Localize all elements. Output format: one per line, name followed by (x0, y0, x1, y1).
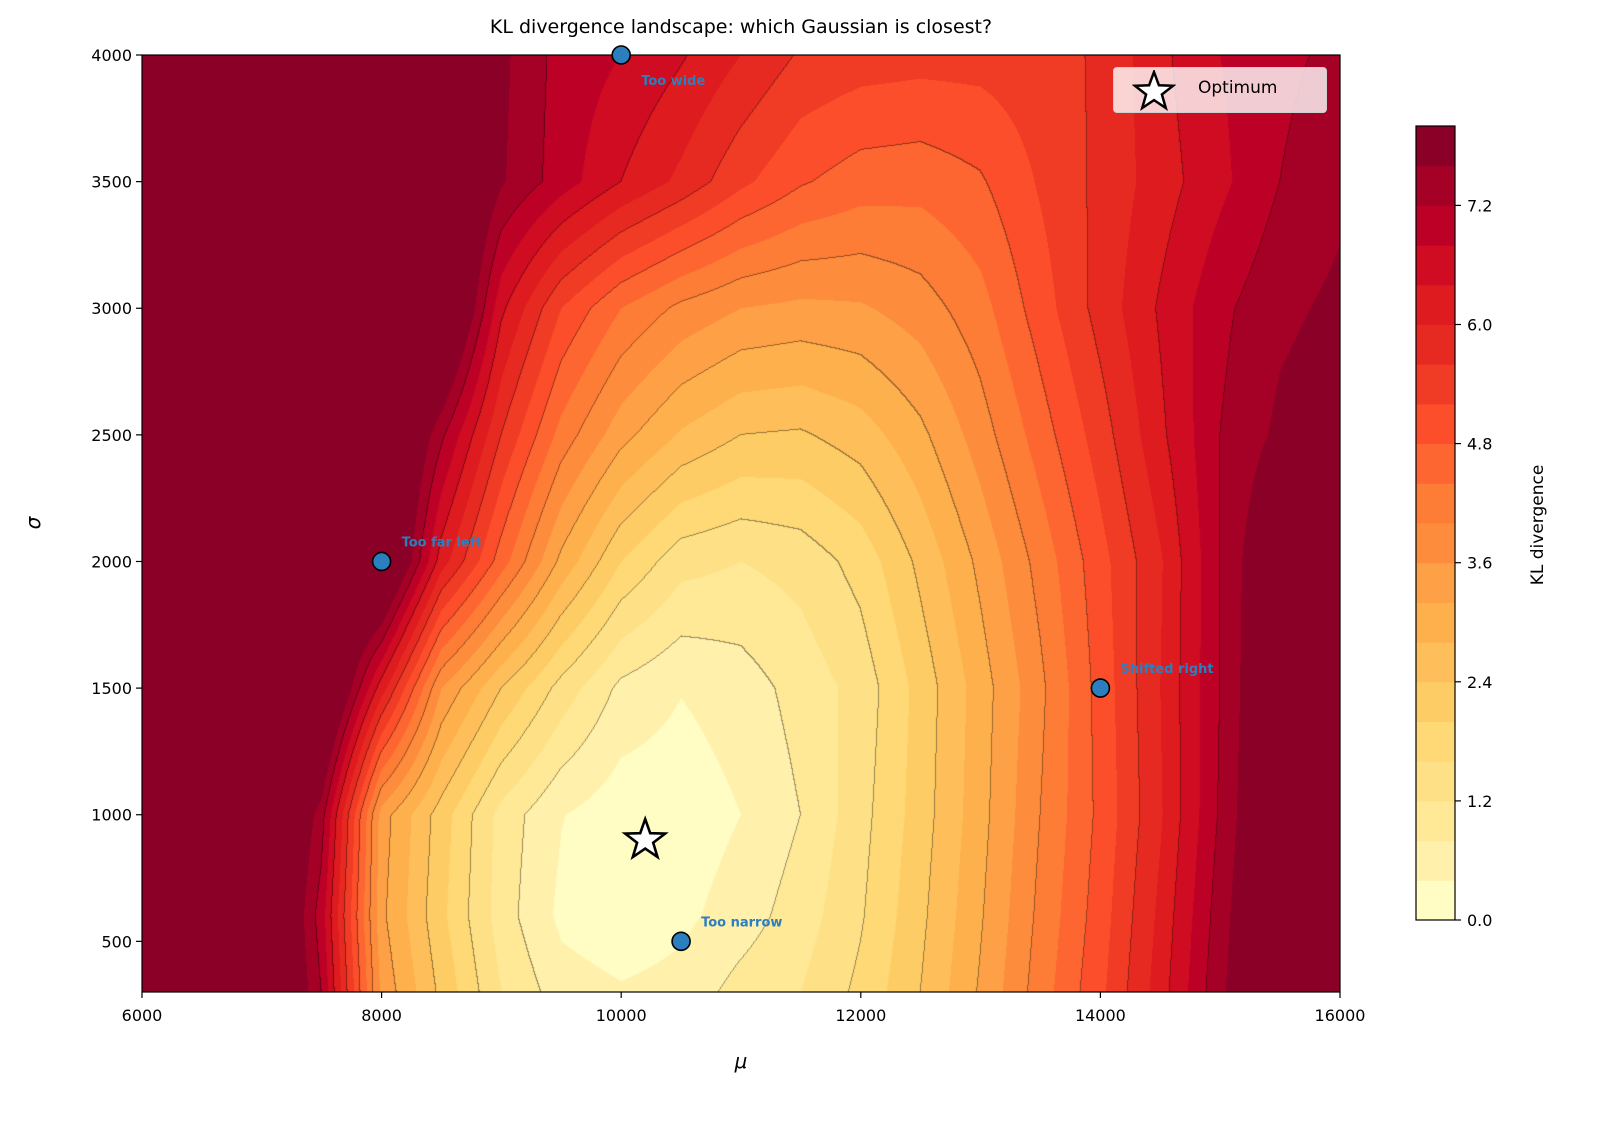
y-tick-label: 500 (101, 932, 132, 951)
colorbar-band (1416, 205, 1455, 246)
colorbar-band (1416, 602, 1455, 643)
plot-frame (141, 54, 1341, 993)
colorbar-band (1416, 642, 1455, 683)
x-tick-label: 12000 (835, 1006, 886, 1025)
colorbar-tick-label: 6.0 (1467, 316, 1492, 335)
x-axis-label: μ (734, 1049, 748, 1073)
gaussian-point (611, 45, 632, 65)
colorbar-band (1416, 880, 1455, 921)
colorbar-label: KL divergence (1528, 465, 1548, 586)
y-axis-label: σ (21, 515, 45, 529)
y-tick-label: 1500 (91, 679, 132, 698)
x-tick-label: 16000 (1315, 1006, 1366, 1025)
colorbar-band (1416, 284, 1455, 325)
colorbar-band (1416, 245, 1455, 286)
colorbar-band (1416, 324, 1455, 365)
chart-title: KL divergence landscape: which Gaussian … (489, 16, 993, 38)
colorbar-band (1416, 761, 1455, 802)
colorbar-band (1416, 483, 1455, 524)
colorbar-band (1416, 443, 1455, 484)
y-tick-label: 4000 (91, 46, 132, 65)
gaussian-point (671, 931, 691, 952)
colorbar-band (1416, 681, 1455, 722)
colorbar-band (1416, 800, 1455, 842)
x-tick-label: 10000 (596, 1006, 647, 1025)
colorbar-frame (1415, 125, 1456, 921)
colorbar-band (1416, 403, 1455, 445)
y-tick-label: 1000 (91, 806, 132, 825)
x-tick-label: 14000 (1075, 1006, 1126, 1025)
colorbar-band (1416, 364, 1455, 405)
x-tick-label: 6000 (122, 1006, 163, 1025)
colorbar-band (1416, 562, 1455, 603)
y-tick-label: 3500 (91, 173, 132, 192)
legend: Optimum (1113, 67, 1327, 113)
y-tick-label: 2500 (91, 426, 132, 445)
colorbar-tick-label: 0.0 (1467, 911, 1492, 930)
y-tick-label: 2000 (91, 552, 132, 571)
kl-contour-fill (142, 55, 1340, 992)
y-tick-label: 3000 (91, 299, 132, 318)
colorbar-tick-label: 3.6 (1467, 554, 1492, 573)
colorbar: 0.0 1.2 2.4 3.6 4.8 6.0 7.2 (1415, 125, 1492, 930)
x-tick-label: 8000 (361, 1006, 402, 1025)
star-icon (1132, 70, 1176, 111)
colorbar-band (1416, 721, 1455, 762)
legend-label: Optimum (1198, 78, 1278, 98)
colorbar-band (1416, 165, 1455, 206)
colorbar-band (1416, 523, 1455, 564)
optimum-star-icon (621, 815, 669, 861)
colorbar-band (1416, 126, 1455, 167)
colorbar-tick-label: 2.4 (1467, 673, 1492, 692)
gaussian-point (1090, 678, 1111, 698)
markers (371, 45, 1111, 952)
colorbar-tick-label: 7.2 (1467, 196, 1492, 215)
colorbar-band (1416, 840, 1455, 881)
axes: 6000 8000 10000 12000 14000 16000 500 1000 1500 2… (91, 46, 1365, 1025)
colorbar-tick-label: 4.8 (1467, 435, 1492, 454)
gaussian-point (371, 551, 392, 572)
colorbar-tick-label: 1.2 (1467, 792, 1492, 811)
